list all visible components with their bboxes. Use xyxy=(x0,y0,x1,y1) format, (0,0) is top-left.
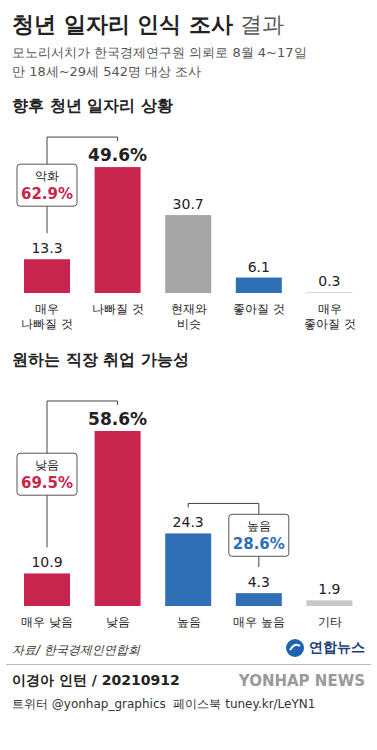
svg-text:매우 낮음: 매우 낮음 xyxy=(21,615,73,629)
html-text:모노리서치가 한국경제연구원 의뢰로 8월 4~17일: 모노리서치가 한국경제연구원 의뢰로 8월 4~17일 xyxy=(12,45,307,60)
html-text:향후 청년 일자리 상황: 향후 청년 일자리 상황 xyxy=(12,96,173,115)
svg-text:악화: 악화 xyxy=(35,169,59,183)
svg-text:10.9: 10.9 xyxy=(31,554,62,570)
svg-text:나빠질 것: 나빠질 것 xyxy=(92,302,144,316)
html-text:이경아 인턴 / 20210912: 이경아 인턴 / 20210912 xyxy=(12,672,180,688)
svg-text:매우좋아질 것: 매우좋아질 것 xyxy=(304,302,356,331)
html-text:연합뉴스: 연합뉴스 xyxy=(309,639,365,655)
svg-text:24.3: 24.3 xyxy=(173,514,204,530)
svg-text:0.3: 0.3 xyxy=(318,273,340,289)
svg-text:62.9%: 62.9% xyxy=(21,185,73,203)
svg-text:13.3: 13.3 xyxy=(31,240,62,256)
svg-text:69.5%: 69.5% xyxy=(21,474,73,492)
svg-text:현재와비슷: 현재와비슷 xyxy=(171,302,207,331)
svg-text:매우나빠질 것: 매우나빠질 것 xyxy=(21,302,73,331)
html-text:청년 일자리 인식 조사결과: 청년 일자리 인식 조사결과 xyxy=(12,12,284,37)
svg-text:매우 높음: 매우 높음 xyxy=(233,615,285,629)
svg-text:28.6%: 28.6% xyxy=(233,535,285,553)
svg-text:낮음: 낮음 xyxy=(35,458,59,472)
html-text:원하는 직장 취업 가능성: 원하는 직장 취업 가능성 xyxy=(12,350,189,369)
svg-text:6.1: 6.1 xyxy=(248,259,270,275)
html-text:자료/ 한국경제인연합회: 자료/ 한국경제인연합회 xyxy=(12,643,140,657)
svg-text:58.6%: 58.6% xyxy=(88,409,147,429)
svg-text:49.6%: 49.6% xyxy=(88,145,147,165)
svg-text:높음: 높음 xyxy=(247,519,271,533)
svg-text:1.9: 1.9 xyxy=(318,581,340,597)
html-text:YONHAP NEWS: YONHAP NEWS xyxy=(238,672,365,690)
svg-text:4.3: 4.3 xyxy=(248,574,270,590)
svg-text:높음: 높음 xyxy=(177,615,201,629)
svg-text:좋아질 것: 좋아질 것 xyxy=(233,302,285,316)
svg-text:기타: 기타 xyxy=(318,615,342,629)
html-text:만 18세~29세 542명 대상 조사: 만 18세~29세 542명 대상 조사 xyxy=(12,64,202,79)
svg-text:30.7: 30.7 xyxy=(173,196,204,212)
svg-text:낮음: 낮음 xyxy=(106,615,130,629)
html-text:트위터 @yonhap_graphics 페이스북 tune: 트위터 @yonhap_graphics 페이스북 tuney.kr/LeYN1 xyxy=(12,697,316,711)
